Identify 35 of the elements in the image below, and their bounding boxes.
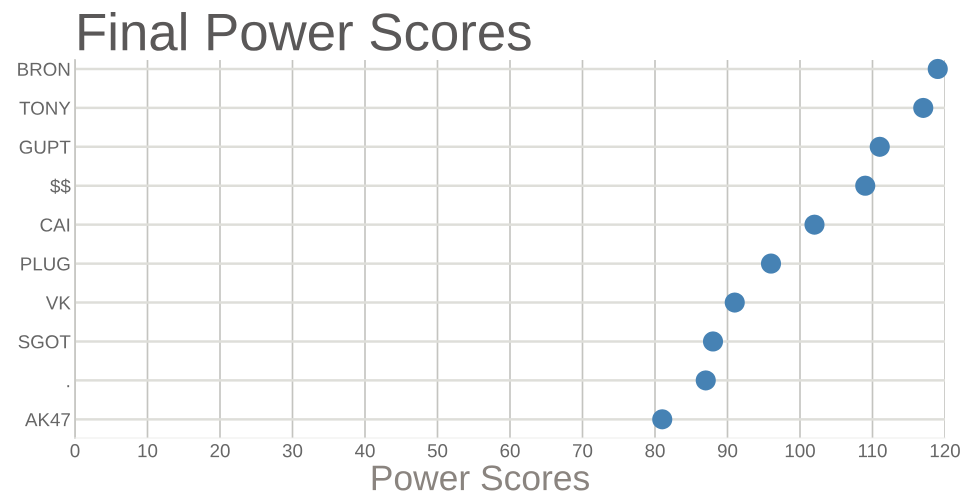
point [804,214,825,235]
x-tick-label: 20 [210,444,230,458]
x-tick-label: 50 [428,444,448,458]
y-tick-label: GUPT [20,140,70,154]
x-tick-label: 70 [573,444,592,458]
point [652,409,672,430]
point [855,176,876,196]
y-tick-label: . [67,385,70,388]
y-tick-label: TONY [20,102,70,115]
y-tick-label: BRON [18,62,70,76]
point [724,292,745,313]
x-tick-label: 110 [858,444,887,458]
x-tick-label: 60 [500,444,520,458]
x-tick-label: 10 [138,444,158,458]
y-tick-label: $$ [50,178,71,194]
x-tick-label: 40 [355,444,375,458]
point [760,254,782,274]
y-tick-label: VK [46,296,71,310]
x-tick-label: 90 [718,444,738,458]
chart-title: Final Power Scores [79,12,531,51]
y-tick-label: PLUG [21,257,70,271]
point [870,136,890,157]
point [702,331,724,352]
point [696,370,716,390]
x-tick-label: 0 [70,444,80,458]
x-tick-label: 100 [786,444,815,458]
y-tick-label: CAI [40,218,70,232]
x-axis-title: Power Scores [372,465,589,490]
x-tick-label: 80 [645,444,665,458]
x-tick-label: 120 [930,444,960,458]
y-tick-label: AK47 [25,413,70,426]
point [928,58,948,80]
point [913,98,934,118]
y-tick-label: SGOT [18,335,70,348]
x-tick-label: 30 [282,444,302,458]
